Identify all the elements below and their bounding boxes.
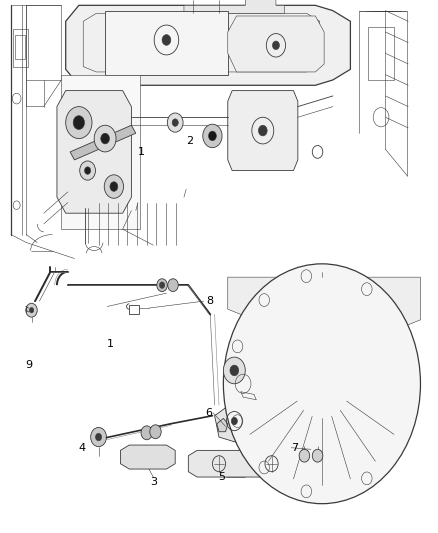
- Circle shape: [168, 279, 178, 292]
- Circle shape: [258, 125, 267, 136]
- Text: 4: 4: [78, 443, 85, 453]
- Polygon shape: [228, 277, 420, 330]
- Circle shape: [299, 449, 310, 462]
- Polygon shape: [66, 5, 350, 85]
- Circle shape: [223, 357, 245, 384]
- Circle shape: [91, 427, 106, 447]
- Circle shape: [150, 425, 161, 439]
- Text: 1: 1: [138, 147, 145, 157]
- Circle shape: [80, 161, 95, 180]
- Polygon shape: [215, 400, 254, 442]
- Text: 7: 7: [291, 443, 298, 453]
- Circle shape: [231, 417, 237, 425]
- Polygon shape: [228, 16, 324, 72]
- Text: 5: 5: [219, 472, 226, 482]
- Text: 2: 2: [186, 136, 193, 146]
- Circle shape: [208, 131, 216, 141]
- Polygon shape: [188, 450, 302, 477]
- Bar: [129, 305, 139, 314]
- Circle shape: [95, 433, 102, 441]
- Bar: [105, 11, 228, 75]
- Polygon shape: [120, 445, 175, 469]
- Circle shape: [141, 426, 152, 440]
- Circle shape: [26, 303, 37, 317]
- Polygon shape: [184, 0, 285, 13]
- Circle shape: [73, 116, 85, 130]
- Polygon shape: [70, 125, 136, 160]
- Circle shape: [85, 167, 91, 174]
- Circle shape: [223, 264, 420, 504]
- Polygon shape: [61, 75, 140, 229]
- Text: 6: 6: [205, 408, 212, 418]
- Bar: [368, 27, 394, 80]
- Text: 3: 3: [150, 477, 157, 487]
- Text: 9: 9: [25, 360, 32, 370]
- Bar: [15, 35, 25, 59]
- Circle shape: [172, 119, 178, 126]
- Circle shape: [29, 308, 34, 313]
- Circle shape: [272, 41, 279, 50]
- Circle shape: [159, 282, 165, 288]
- Circle shape: [104, 175, 124, 198]
- Circle shape: [203, 124, 222, 148]
- Polygon shape: [57, 91, 131, 213]
- Circle shape: [230, 365, 239, 376]
- Circle shape: [66, 107, 92, 139]
- Circle shape: [94, 125, 116, 152]
- Circle shape: [167, 113, 183, 132]
- Text: 1: 1: [107, 339, 114, 349]
- Circle shape: [162, 35, 171, 45]
- Text: 8: 8: [206, 296, 213, 306]
- Circle shape: [101, 133, 110, 144]
- Circle shape: [312, 449, 323, 462]
- Circle shape: [110, 182, 118, 191]
- Polygon shape: [228, 91, 298, 171]
- Circle shape: [157, 279, 167, 292]
- Bar: [13, 29, 28, 67]
- Polygon shape: [217, 418, 228, 432]
